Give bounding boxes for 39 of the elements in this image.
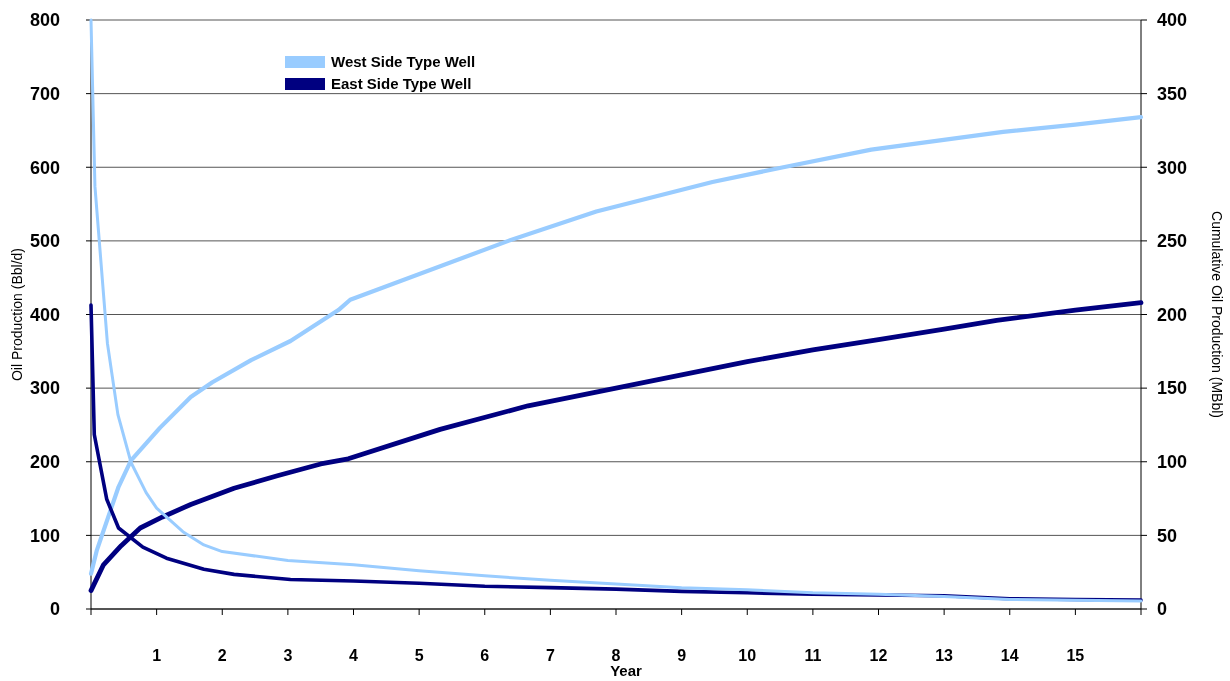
y-tick-label: 300: [29, 378, 60, 399]
y2-tick-label: 400: [1157, 10, 1188, 31]
x-tick-label: 10: [738, 647, 757, 664]
y2-tick-label: 150: [1157, 378, 1188, 399]
x-tick-label: 9: [677, 647, 687, 664]
y-tick-label: 500: [29, 231, 60, 252]
x-axis-title: Year: [610, 662, 643, 679]
y-tick-label: 600: [29, 157, 60, 178]
y-tick-label: 0: [49, 599, 60, 620]
x-tick-label: 14: [1000, 647, 1019, 664]
y2-tick-label: 300: [1157, 157, 1188, 178]
y-tick-label: 800: [29, 10, 60, 31]
x-tick-label: 11: [804, 647, 822, 664]
legend-label: East Side Type Well: [331, 75, 472, 93]
y2-tick-label: 0: [1157, 599, 1168, 620]
y2-tick-label: 350: [1157, 83, 1188, 104]
x-tick-label: 12: [869, 647, 888, 664]
x-tick-label: 8: [611, 647, 621, 664]
x-tick-label: 4: [349, 647, 359, 664]
legend-label: West Side Type Well: [331, 53, 476, 71]
x-tick-label: 1: [152, 647, 162, 664]
y-tick-label: 400: [29, 304, 60, 325]
x-tick-label: 2: [217, 647, 227, 664]
x-tick-label: 15: [1066, 647, 1085, 664]
y-axis-title: Oil Production (Bbl/d): [9, 247, 25, 382]
x-tick-label: 13: [935, 647, 954, 664]
x-tick-label: 5: [414, 647, 424, 664]
y2-tick-label: 50: [1157, 525, 1178, 546]
x-tick-label: 7: [545, 647, 555, 664]
y2-axis-title: Cumulative Oil Production (MBbl): [1209, 211, 1225, 418]
y-tick-label: 100: [29, 525, 60, 546]
line-series: [89, 18, 1143, 603]
y2-tick-label: 200: [1157, 304, 1188, 325]
x-tick-label: 6: [480, 647, 490, 664]
y2-tick-label: 250: [1157, 231, 1188, 252]
y-tick-label: 700: [29, 83, 60, 104]
y2-tick-label: 100: [1157, 452, 1188, 473]
y-tick-label: 200: [29, 452, 60, 473]
x-tick-label: 3: [283, 647, 293, 664]
